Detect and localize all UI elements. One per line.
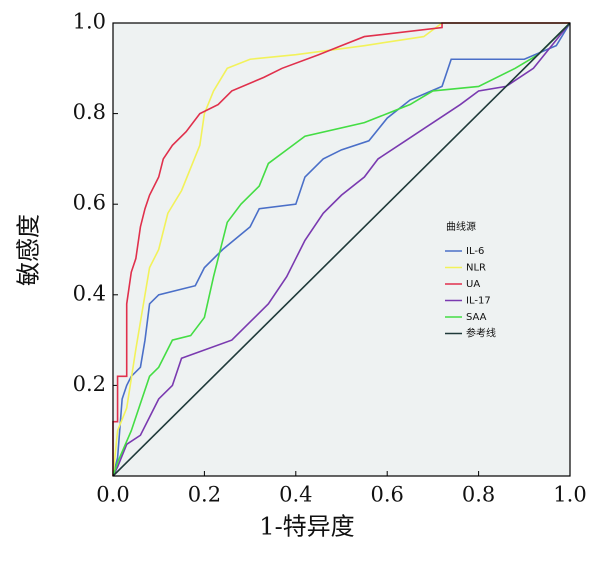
- plot-frame: [112, 22, 571, 477]
- x-tick-label: 0.8: [462, 483, 495, 507]
- y-tick-label: 0.4: [73, 281, 106, 305]
- legend-label: NLR: [466, 263, 486, 274]
- y-tick-label: 0.8: [73, 100, 106, 124]
- roc-curve: [112, 22, 570, 477]
- legend-label: IL-6: [466, 246, 484, 257]
- x-tick-label: 0.2: [188, 483, 221, 507]
- roc-curve: [112, 22, 571, 477]
- x-axis-title: 1-特异度: [259, 513, 354, 541]
- legend-title: 曲线源: [446, 220, 476, 233]
- x-tick-label: 0.0: [96, 483, 129, 507]
- legend-label: IL-17: [466, 296, 491, 307]
- roc-curve: [112, 22, 571, 477]
- y-tick-label: 0.6: [73, 191, 106, 215]
- x-tick-label: 0.6: [370, 483, 403, 507]
- legend-label: UA: [466, 279, 480, 290]
- x-tick-label: 1.0: [553, 483, 586, 507]
- y-tick-label: 1.0: [73, 10, 106, 34]
- x-tick-label: 0.4: [279, 483, 312, 507]
- roc-curve: [112, 22, 571, 477]
- legend-label: SAA: [466, 312, 487, 323]
- roc-curve: [112, 22, 570, 476]
- y-tick-label: 0.2: [73, 372, 106, 396]
- y-axis-title: 敏感度: [15, 214, 43, 286]
- roc-curve: [112, 22, 571, 477]
- legend-label: 参考线: [466, 327, 496, 340]
